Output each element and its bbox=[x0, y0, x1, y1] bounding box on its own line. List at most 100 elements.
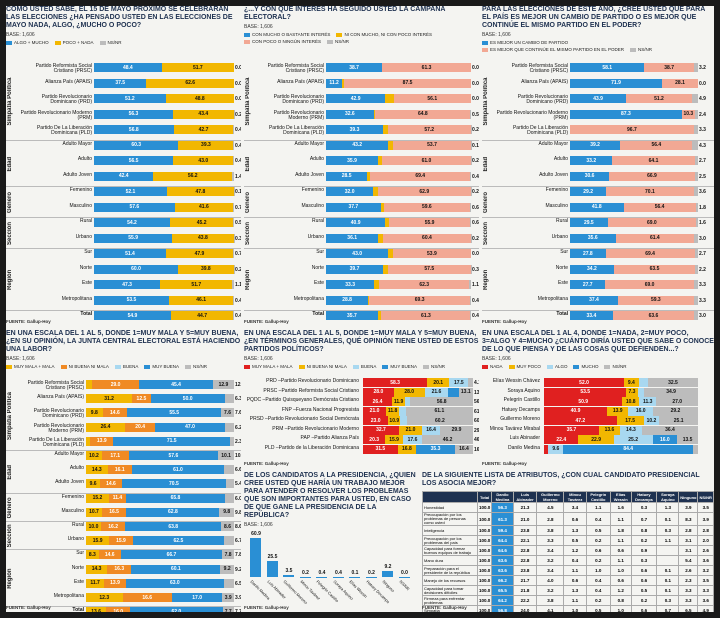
category-label: PLD –Partido de la Liberación Dominicana bbox=[264, 444, 359, 451]
bar-segment: 29.5 bbox=[570, 218, 608, 227]
table-cell: 63.6 bbox=[491, 555, 514, 566]
bar-segment: 66.7 bbox=[120, 550, 223, 560]
category-label: Partido De La Liberación Dominicana (PLD… bbox=[512, 125, 568, 136]
bar-segment: 27.8 bbox=[570, 249, 606, 258]
bar-segment: 29.2 bbox=[570, 187, 607, 196]
legend-swatch bbox=[423, 364, 430, 369]
bar-segment: 50.0 bbox=[150, 394, 225, 404]
bar-segment: 69.0 bbox=[607, 218, 696, 227]
legend-label: BUENA bbox=[122, 364, 139, 369]
category-label: PRSC –Partido Reformista Social Cristian… bbox=[263, 387, 359, 394]
legend-swatch bbox=[244, 364, 250, 369]
bar-segment: 35.6 bbox=[570, 233, 616, 243]
column-value: 0.4 bbox=[335, 569, 342, 576]
bar-segment: 35.7 bbox=[326, 311, 378, 320]
data-bar: 56.5 43.0 bbox=[94, 156, 234, 165]
bar-segment: 40.9 bbox=[326, 218, 386, 227]
bar-segment: 44.7 bbox=[170, 311, 234, 320]
bar-segment: 10.2 bbox=[86, 451, 102, 460]
column-value: 0.2 bbox=[302, 569, 309, 576]
category-label: Total bbox=[72, 607, 84, 612]
nsnr-value: 0.1 bbox=[472, 142, 479, 149]
data-bar: 43.2 53.7 bbox=[326, 140, 471, 150]
table-row: Firmeza para enfrentar problemas 100.0 64.… bbox=[422, 595, 714, 606]
row-label: Preocupación por los problemas del país bbox=[422, 535, 478, 546]
column-bar bbox=[398, 577, 410, 578]
table-cell: 0.6 bbox=[630, 605, 658, 612]
header-cell: NS/NR bbox=[697, 491, 714, 503]
section-divider bbox=[482, 248, 714, 249]
bar-segment: 29.0 bbox=[92, 380, 140, 389]
column-bar bbox=[266, 560, 278, 577]
column-bar bbox=[250, 537, 261, 577]
row-label: Manejo de los recursos bbox=[422, 575, 478, 586]
legend: ALGO + MUCHO POCO + NADA NS/NR bbox=[6, 40, 241, 45]
data-bar: 35.7 61.3 bbox=[326, 311, 471, 320]
bar-segment bbox=[544, 444, 548, 454]
bar-segment: 58.1 bbox=[570, 63, 645, 72]
bar-segment: 87.3 bbox=[570, 109, 682, 119]
category-label: Partido De La Liberación Dominicana (PLD… bbox=[36, 125, 92, 136]
bar-segment: 55.9 bbox=[389, 218, 471, 227]
table-row: Preparación para el presidente de la rep… bbox=[422, 565, 714, 576]
bar-segment: 13.9 bbox=[90, 436, 114, 446]
header-cell: Total bbox=[476, 491, 493, 503]
panel-title: EN UNA ESCALA DEL 1 AL 5, DONDE 1=MUY MA… bbox=[6, 330, 241, 353]
table-cell: 1.1 bbox=[609, 512, 632, 526]
bar-segment bbox=[470, 171, 471, 181]
panel-p2: ¿...Y CON QUÉ INTERÉS HA SEGUIDO USTED L… bbox=[244, 6, 479, 326]
legend-swatch bbox=[298, 364, 305, 369]
legend-item: NS/NR bbox=[423, 364, 445, 369]
table-cell: 100.0 bbox=[476, 575, 493, 586]
table-cell: 1.1 bbox=[656, 535, 680, 546]
table-row: Preocupación por los problemas de person… bbox=[422, 512, 714, 526]
table-row: Preocupación por los problemas del país 1… bbox=[422, 535, 714, 546]
bar-segment: 62.8 bbox=[126, 507, 220, 517]
bar-segment: 59.3 bbox=[617, 295, 694, 305]
data-bar: 29.5 69.0 bbox=[570, 218, 698, 227]
data-bar: 33.2 64.1 bbox=[570, 156, 698, 165]
legend-label: CON MUCHO O BASTANTE INTERÉS bbox=[252, 32, 331, 37]
bar-segment: 13.9 bbox=[606, 406, 629, 416]
nsnr-value: 0.4 bbox=[235, 142, 241, 149]
section-divider bbox=[6, 549, 241, 551]
table-cell: 3.6 bbox=[697, 595, 714, 606]
bar-segment: 29.9 bbox=[440, 425, 473, 435]
legend-swatch bbox=[573, 364, 580, 369]
legend-swatch bbox=[336, 32, 343, 37]
bar-segment: 56.2 bbox=[153, 171, 233, 181]
category-label: Partido Revolucionario Moderno (PRM) bbox=[273, 109, 324, 121]
nsnr-value: 2.3 bbox=[235, 438, 241, 445]
nsnr-value: 1.1 bbox=[472, 282, 479, 288]
legend-item: MUCHO bbox=[573, 364, 598, 369]
table-row: Simpatía 100.0 56.8 24.0 4.1 1.0 0.5 1.0 0.6 0.7 6… bbox=[422, 605, 714, 612]
legend-swatch bbox=[144, 364, 151, 369]
legend: MUY MALA + MALA NI BUENA NI MALA BUENA MUY … bbox=[6, 364, 241, 369]
column-bar bbox=[365, 576, 377, 578]
bar-segment: 70.1 bbox=[606, 187, 694, 196]
table-cell: 63.6 bbox=[491, 565, 514, 576]
bar-segment: 16.8 bbox=[397, 444, 417, 454]
legend-label: NI CON MUCHO, NI CON POCO INTERÉS bbox=[344, 32, 432, 37]
bar-segment: 64.1 bbox=[612, 156, 695, 165]
bar-segment: 39.3 bbox=[326, 125, 383, 134]
legend-swatch bbox=[185, 364, 192, 369]
nsnr-value: 0.6 bbox=[472, 220, 479, 226]
column-value: 3.5 bbox=[285, 567, 293, 574]
base-label: BASE: 1,606 bbox=[244, 24, 273, 30]
panel-p6: EN UNA ESCALA DEL 1 AL 4, DONDE 1=NADA, … bbox=[482, 330, 714, 468]
bar-segment: 11.4 bbox=[108, 493, 126, 503]
data-bar: 56.3 43.4 bbox=[94, 109, 234, 119]
data-bar: 54.2 45.2 bbox=[94, 218, 234, 227]
table-cell: 64.4 bbox=[491, 535, 514, 546]
bar-segment: 70.5 bbox=[121, 479, 226, 489]
bar-segment: 55.9 bbox=[94, 233, 173, 243]
category-label: Masculino bbox=[301, 202, 324, 209]
category-label: Partido De La Liberación Dominicana (PLD… bbox=[268, 125, 324, 136]
data-bar: 37.7 59.6 bbox=[326, 202, 471, 212]
legend-label: CON POCO O NINGÚN INTERÉS bbox=[252, 39, 322, 44]
table-cell: 0.7 bbox=[630, 512, 658, 526]
data-bar: 47.2 17.5 10.2 25.1 bbox=[544, 416, 698, 425]
table-row: Capacidad para formar buenos equipos de … bbox=[422, 545, 714, 556]
legend-label: MUY POCO bbox=[516, 364, 541, 369]
